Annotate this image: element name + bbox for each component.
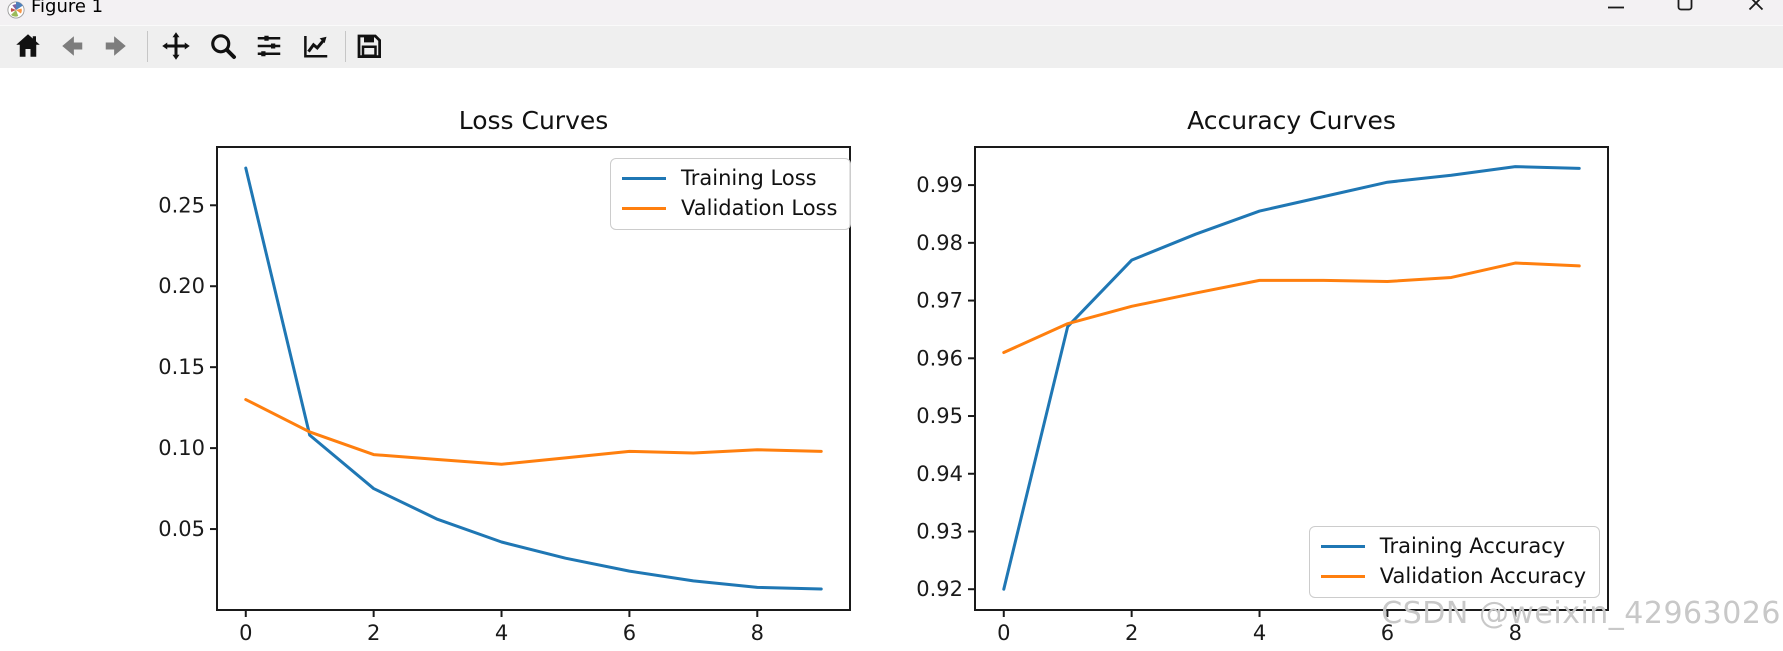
legend-label: Validation Accuracy	[1379, 564, 1586, 588]
y-tick-label: 0.99	[916, 173, 963, 197]
y-tick-label: 0.96	[916, 346, 963, 370]
configure-subplots-icon[interactable]	[251, 28, 287, 64]
x-tick-label: 4	[1253, 621, 1266, 645]
matplotlib-toolbar	[0, 26, 1783, 68]
y-tick-label: 0.97	[916, 289, 963, 313]
toolbar-separator	[345, 31, 346, 62]
close-button[interactable]	[1736, 0, 1776, 24]
window-title: Figure 1	[31, 0, 104, 17]
home-icon[interactable]	[10, 28, 46, 64]
series-line-validation-accuracy	[1002, 261, 1581, 355]
legend-label: Training Loss	[681, 166, 817, 190]
series-line-training-loss	[244, 166, 823, 591]
y-tick-label: 0.98	[916, 231, 963, 255]
plot-area[interactable]: 0 2 4 6 8 0.05 0.10 0.15 0.20 0.25 0 2 4 6 8 0.92 0.93 0.…	[0, 68, 1783, 651]
matplotlib-logo-icon	[7, 1, 25, 19]
x-tick-label: 8	[1509, 621, 1522, 645]
y-tick-label: 0.25	[158, 193, 205, 217]
y-tick-label: 0.20	[158, 274, 205, 298]
legend-line-sample	[622, 206, 666, 211]
pan-icon[interactable]	[158, 28, 194, 64]
y-tick-label: 0.95	[916, 404, 963, 428]
x-tick-label: 6	[1381, 621, 1394, 645]
titlebar: Figure 1	[0, 0, 1783, 26]
axes-frame	[974, 146, 1609, 611]
legend-label: Training Accuracy	[1379, 534, 1566, 558]
legend-loss: Training Loss Validation Loss	[610, 158, 852, 230]
maximize-button[interactable]	[1665, 0, 1705, 24]
toolbar-separator	[147, 31, 148, 62]
legend-label: Validation Loss	[681, 196, 838, 220]
legend-accuracy: Training Accuracy Validation Accuracy	[1308, 526, 1600, 598]
x-tick-label: 2	[1125, 621, 1138, 645]
edit-parameters-icon[interactable]	[298, 28, 334, 64]
legend-line-sample	[622, 176, 666, 181]
chart-title-accuracy: Accuracy Curves	[1187, 106, 1396, 135]
legend-entry: Validation Accuracy	[1320, 564, 1586, 589]
watermark: CSDN @weixin_42963026	[1381, 596, 1781, 631]
y-tick-label: 0.94	[916, 462, 963, 486]
x-tick-label: 0	[997, 621, 1010, 645]
y-tick-label: 0.93	[916, 519, 963, 543]
legend-line-sample	[1320, 544, 1365, 549]
chart-title-loss: Loss Curves	[458, 106, 609, 135]
x-tick-label: 0	[239, 621, 252, 645]
x-tick-label: 6	[623, 621, 636, 645]
minimize-button[interactable]	[1596, 0, 1636, 24]
legend-line-sample	[1320, 574, 1365, 579]
legend-entry: Training Loss	[622, 166, 837, 191]
forward-icon[interactable]	[98, 28, 134, 64]
save-icon[interactable]	[351, 28, 387, 64]
x-tick-label: 4	[495, 621, 508, 645]
figure-canvas: 0 2 4 6 8 0.05 0.10 0.15 0.20 0.25 0 2 4 6 8 0.92 0.93 0.…	[0, 68, 1783, 651]
x-tick-label: 2	[367, 621, 380, 645]
y-tick-label: 0.05	[158, 517, 205, 541]
series-line-training-accuracy	[1002, 165, 1581, 591]
series-line-validation-loss	[244, 398, 823, 466]
zoom-to-rect-icon[interactable]	[205, 28, 241, 64]
y-tick-label: 0.15	[158, 355, 205, 379]
y-tick-label: 0.10	[158, 436, 205, 460]
legend-entry: Training Accuracy	[1320, 534, 1586, 559]
axes-frame	[216, 146, 851, 611]
back-icon[interactable]	[54, 28, 90, 64]
x-tick-label: 8	[751, 621, 764, 645]
legend-entry: Validation Loss	[622, 196, 837, 221]
y-tick-label: 0.92	[916, 577, 963, 601]
